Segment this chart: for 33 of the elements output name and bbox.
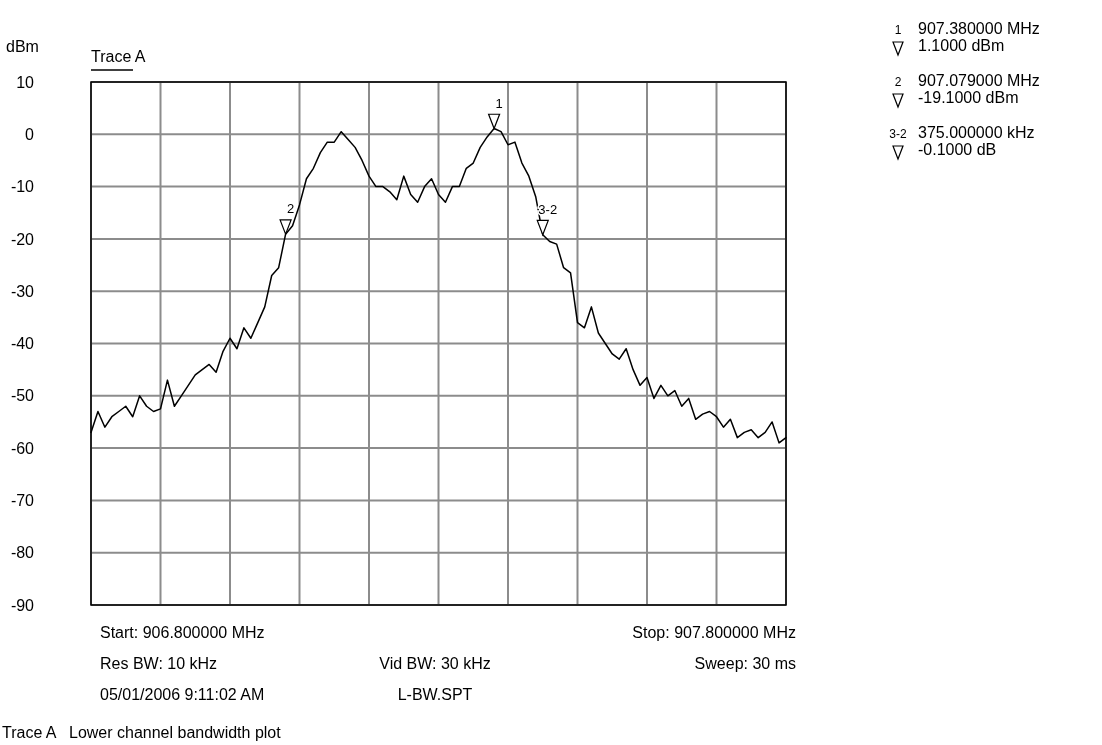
y-tick-label: -90 (10, 596, 35, 614)
y-tick-label: 10 (16, 73, 35, 91)
annotation: 2 (286, 201, 295, 217)
text: 907.079000 MHz (918, 72, 1040, 89)
y-tick-label: -10 (10, 178, 35, 196)
y-tick-label: -20 (10, 230, 35, 248)
text: 907.380000 MHz (918, 20, 1040, 37)
y-tick-label: -30 (10, 282, 35, 300)
text: 1 (894, 23, 902, 37)
y-tick-label: -70 (10, 492, 35, 510)
text: -0.1000 dB (918, 141, 997, 158)
text: 3-2 (889, 127, 907, 141)
text: 05/01/2006 9:11:02 AM (100, 686, 265, 703)
text: L-BW.SPT (397, 686, 473, 703)
y-axis-title: dBm (6, 38, 39, 55)
text: Start: 906.800000 MHz (100, 624, 265, 641)
text: 2 (894, 75, 902, 89)
text: Sweep: 30 ms (694, 655, 796, 672)
text: 1.1000 dBm (918, 37, 1005, 54)
y-tick-label: -50 (10, 387, 35, 405)
y-tick-label: 0 (25, 125, 35, 143)
y-tick-label: -60 (10, 439, 35, 457)
text: 375.000000 kHz (918, 124, 1035, 141)
y-tick-label: -80 (10, 544, 35, 562)
text: -19.1000 dBm (918, 89, 1019, 106)
text: Trace A Lower channel bandwidth plot (2, 724, 282, 741)
text: Vid BW: 30 kHz (379, 655, 491, 672)
text: Trace A (91, 48, 146, 65)
text: Stop: 907.800000 MHz (632, 624, 796, 641)
annotation: 3-2 (538, 201, 558, 217)
annotation: 1 (495, 95, 503, 111)
text: Res BW: 10 kHz (100, 655, 218, 672)
y-tick-label: -40 (10, 335, 35, 353)
